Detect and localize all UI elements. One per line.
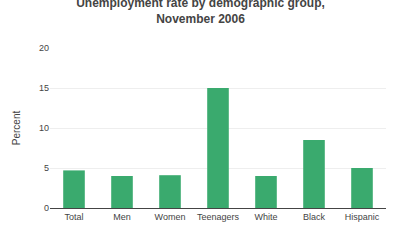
svg-text:10: 10	[39, 123, 49, 133]
svg-text:20: 20	[39, 43, 49, 53]
svg-text:Teenagers: Teenagers	[197, 212, 240, 222]
svg-text:5: 5	[44, 163, 49, 173]
svg-text:Hispanic: Hispanic	[345, 212, 380, 222]
svg-text:Percent: Percent	[11, 111, 22, 146]
svg-text:15: 15	[39, 83, 49, 93]
svg-text:Men: Men	[113, 212, 131, 222]
svg-text:Black: Black	[303, 212, 326, 222]
svg-text:Total: Total	[64, 212, 83, 222]
svg-text:Women: Women	[155, 212, 186, 222]
svg-text:Unemployment rate by demograph: Unemployment rate by demographic group,N…	[76, 0, 325, 26]
svg-text:0: 0	[44, 203, 49, 213]
svg-text:White: White	[254, 212, 277, 222]
